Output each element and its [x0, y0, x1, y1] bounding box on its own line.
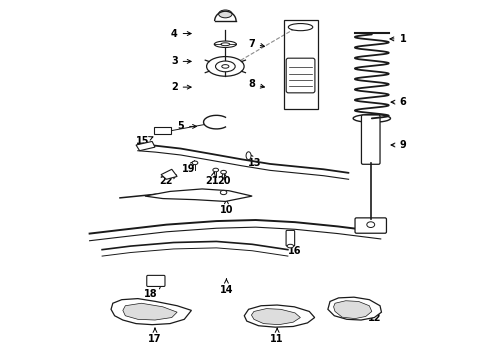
Polygon shape — [245, 305, 315, 327]
Polygon shape — [328, 297, 381, 320]
Polygon shape — [145, 189, 252, 202]
Polygon shape — [334, 301, 372, 319]
FancyBboxPatch shape — [154, 127, 171, 134]
FancyBboxPatch shape — [286, 230, 294, 246]
Ellipse shape — [219, 10, 232, 18]
FancyBboxPatch shape — [147, 275, 165, 287]
Polygon shape — [251, 309, 300, 325]
Text: 13: 13 — [248, 154, 262, 168]
Ellipse shape — [216, 61, 235, 72]
Text: 2: 2 — [171, 82, 191, 92]
FancyBboxPatch shape — [362, 115, 380, 164]
Ellipse shape — [220, 190, 227, 195]
Text: 19: 19 — [182, 161, 196, 174]
Text: 4: 4 — [171, 28, 191, 39]
Ellipse shape — [287, 244, 294, 248]
Ellipse shape — [353, 114, 391, 122]
Text: 22: 22 — [160, 175, 176, 186]
Ellipse shape — [221, 43, 230, 46]
Text: 7: 7 — [248, 39, 265, 49]
Ellipse shape — [367, 222, 375, 228]
Ellipse shape — [220, 170, 226, 174]
Ellipse shape — [192, 161, 198, 165]
Ellipse shape — [214, 41, 237, 48]
Polygon shape — [161, 169, 177, 179]
Ellipse shape — [246, 152, 251, 159]
Polygon shape — [123, 303, 177, 320]
Polygon shape — [111, 298, 192, 325]
Text: 16: 16 — [288, 241, 301, 256]
FancyBboxPatch shape — [355, 218, 387, 233]
Polygon shape — [136, 141, 155, 151]
Text: 15: 15 — [136, 136, 153, 147]
Ellipse shape — [288, 23, 313, 31]
Text: 11: 11 — [270, 328, 284, 344]
Text: 21: 21 — [205, 172, 219, 186]
Text: 5: 5 — [177, 121, 196, 131]
Text: 14: 14 — [220, 279, 233, 295]
Ellipse shape — [222, 64, 229, 68]
Bar — [284, 20, 318, 109]
FancyBboxPatch shape — [286, 58, 315, 93]
Ellipse shape — [213, 168, 219, 172]
Text: 10: 10 — [220, 199, 233, 215]
Text: 8: 8 — [248, 79, 265, 89]
Text: 18: 18 — [144, 284, 162, 298]
Text: 9: 9 — [391, 140, 406, 150]
Text: 3: 3 — [171, 57, 191, 66]
Ellipse shape — [207, 57, 244, 76]
Text: 17: 17 — [148, 328, 162, 344]
Text: 12: 12 — [362, 312, 381, 323]
Text: 20: 20 — [218, 172, 231, 186]
Text: 1: 1 — [390, 34, 406, 44]
Text: 6: 6 — [391, 97, 406, 107]
